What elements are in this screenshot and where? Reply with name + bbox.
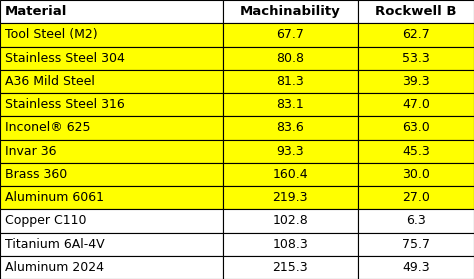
Bar (223, 163, 358, 186)
Bar (358, 209, 474, 232)
Text: 102.8: 102.8 (273, 214, 308, 227)
Text: Aluminum 6061: Aluminum 6061 (5, 191, 104, 204)
Bar (0, 0, 223, 23)
Text: 62.7: 62.7 (402, 28, 430, 41)
Text: 83.1: 83.1 (276, 98, 304, 111)
Text: 47.0: 47.0 (402, 98, 430, 111)
Bar (0, 23, 223, 47)
Bar (0, 140, 223, 163)
Bar (358, 116, 474, 140)
Bar (358, 23, 474, 47)
Text: Brass 360: Brass 360 (5, 168, 67, 181)
Bar (358, 140, 474, 163)
Text: Machinability: Machinability (240, 5, 341, 18)
Text: 45.3: 45.3 (402, 145, 430, 158)
Text: 39.3: 39.3 (402, 75, 430, 88)
Bar (0, 93, 223, 116)
Text: 53.3: 53.3 (402, 52, 430, 65)
Text: 30.0: 30.0 (402, 168, 430, 181)
Text: 6.3: 6.3 (406, 214, 426, 227)
Bar (358, 47, 474, 70)
Bar (0, 116, 223, 140)
Text: Invar 36: Invar 36 (5, 145, 56, 158)
Text: Aluminum 2024: Aluminum 2024 (5, 261, 104, 274)
Text: Titanium 6Al-4V: Titanium 6Al-4V (5, 238, 105, 251)
Bar (358, 186, 474, 209)
Text: 75.7: 75.7 (402, 238, 430, 251)
Bar (358, 232, 474, 256)
Text: 67.7: 67.7 (276, 28, 304, 41)
Bar (0, 256, 223, 279)
Text: Stainless Steel 316: Stainless Steel 316 (5, 98, 125, 111)
Bar (223, 140, 358, 163)
Text: 93.3: 93.3 (276, 145, 304, 158)
Text: Copper C110: Copper C110 (5, 214, 86, 227)
Bar (358, 93, 474, 116)
Bar (0, 47, 223, 70)
Text: 108.3: 108.3 (273, 238, 308, 251)
Text: 27.0: 27.0 (402, 191, 430, 204)
Text: Inconel® 625: Inconel® 625 (5, 121, 91, 134)
Text: Stainless Steel 304: Stainless Steel 304 (5, 52, 125, 65)
Bar (0, 209, 223, 232)
Text: Material: Material (5, 5, 67, 18)
Bar (358, 256, 474, 279)
Text: 83.6: 83.6 (276, 121, 304, 134)
Text: 215.3: 215.3 (273, 261, 308, 274)
Text: Tool Steel (M2): Tool Steel (M2) (5, 28, 98, 41)
Bar (223, 209, 358, 232)
Bar (223, 47, 358, 70)
Bar (223, 93, 358, 116)
Bar (223, 116, 358, 140)
Bar (358, 163, 474, 186)
Bar (0, 232, 223, 256)
Text: Rockwell B: Rockwell B (375, 5, 456, 18)
Bar (358, 70, 474, 93)
Bar (223, 232, 358, 256)
Bar (223, 70, 358, 93)
Text: 81.3: 81.3 (276, 75, 304, 88)
Bar (223, 23, 358, 47)
Text: A36 Mild Steel: A36 Mild Steel (5, 75, 95, 88)
Text: 49.3: 49.3 (402, 261, 430, 274)
Bar (0, 70, 223, 93)
Bar (223, 256, 358, 279)
Bar (0, 163, 223, 186)
Text: 63.0: 63.0 (402, 121, 430, 134)
Bar (0, 186, 223, 209)
Text: 219.3: 219.3 (273, 191, 308, 204)
Text: 80.8: 80.8 (276, 52, 304, 65)
Bar (223, 0, 358, 23)
Text: 160.4: 160.4 (273, 168, 308, 181)
Bar (358, 0, 474, 23)
Bar (223, 186, 358, 209)
